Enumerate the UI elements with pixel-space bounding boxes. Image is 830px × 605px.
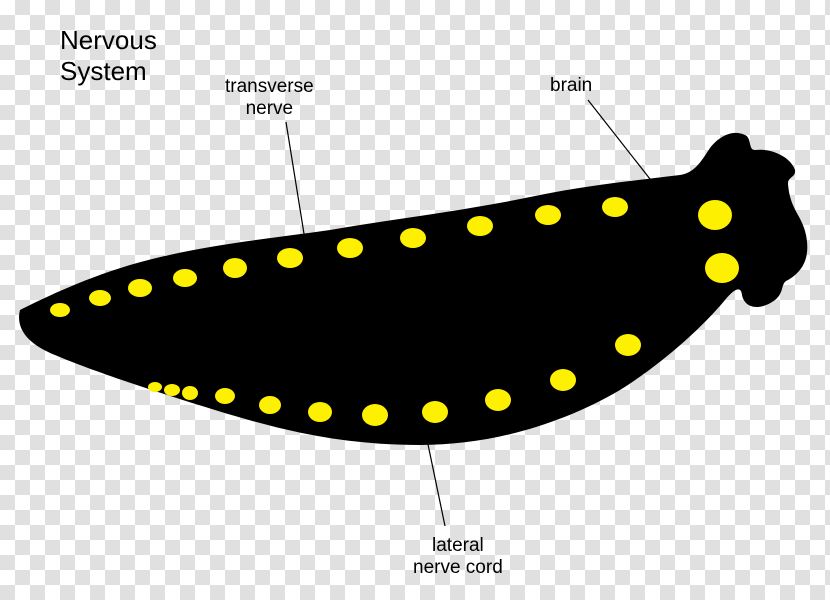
ganglion-dot: [400, 228, 426, 248]
label-line: brain: [550, 75, 592, 96]
ganglion-dot: [277, 248, 303, 268]
label-line: lateral: [432, 535, 484, 556]
title-line-2: System: [60, 56, 147, 86]
ganglion-dot: [215, 388, 235, 404]
title-line-1: Nervous: [60, 25, 157, 55]
ganglion-dot: [89, 290, 111, 306]
ganglion-dot: [308, 402, 332, 422]
label-lateral-nerve-cord: lateral nerve cord: [413, 535, 503, 579]
ganglion-dot: [422, 401, 448, 423]
ganglion-dot: [535, 205, 561, 225]
label-line: transverse: [225, 76, 314, 97]
ganglion-dot: [362, 404, 388, 426]
diagram-canvas: [0, 0, 830, 600]
ganglion-dot: [148, 382, 162, 392]
ganglion-dot: [128, 279, 152, 297]
ganglion-dot: [615, 334, 641, 356]
ganglion-dot: [550, 369, 576, 391]
ganglion-dot: [337, 238, 363, 258]
ganglion-dot: [259, 396, 281, 414]
ganglion-dot: [173, 269, 197, 287]
ganglion-dot: [467, 216, 493, 236]
ganglion-dot: [705, 253, 739, 283]
ganglion-dot: [485, 389, 511, 411]
label-brain: brain: [550, 75, 592, 97]
diagram-title: Nervous System: [60, 25, 157, 87]
label-line: nerve: [246, 98, 294, 119]
leader-line: [286, 122, 305, 240]
label-line: nerve cord: [413, 557, 503, 578]
ganglion-dot: [602, 197, 628, 217]
ganglion-dot: [50, 303, 70, 317]
ganglion-dot: [223, 258, 247, 278]
ganglion-dot: [164, 384, 180, 396]
ganglion-dot: [698, 200, 732, 230]
ganglion-dot: [182, 386, 198, 400]
label-transverse-nerve: transverse nerve: [225, 76, 314, 120]
